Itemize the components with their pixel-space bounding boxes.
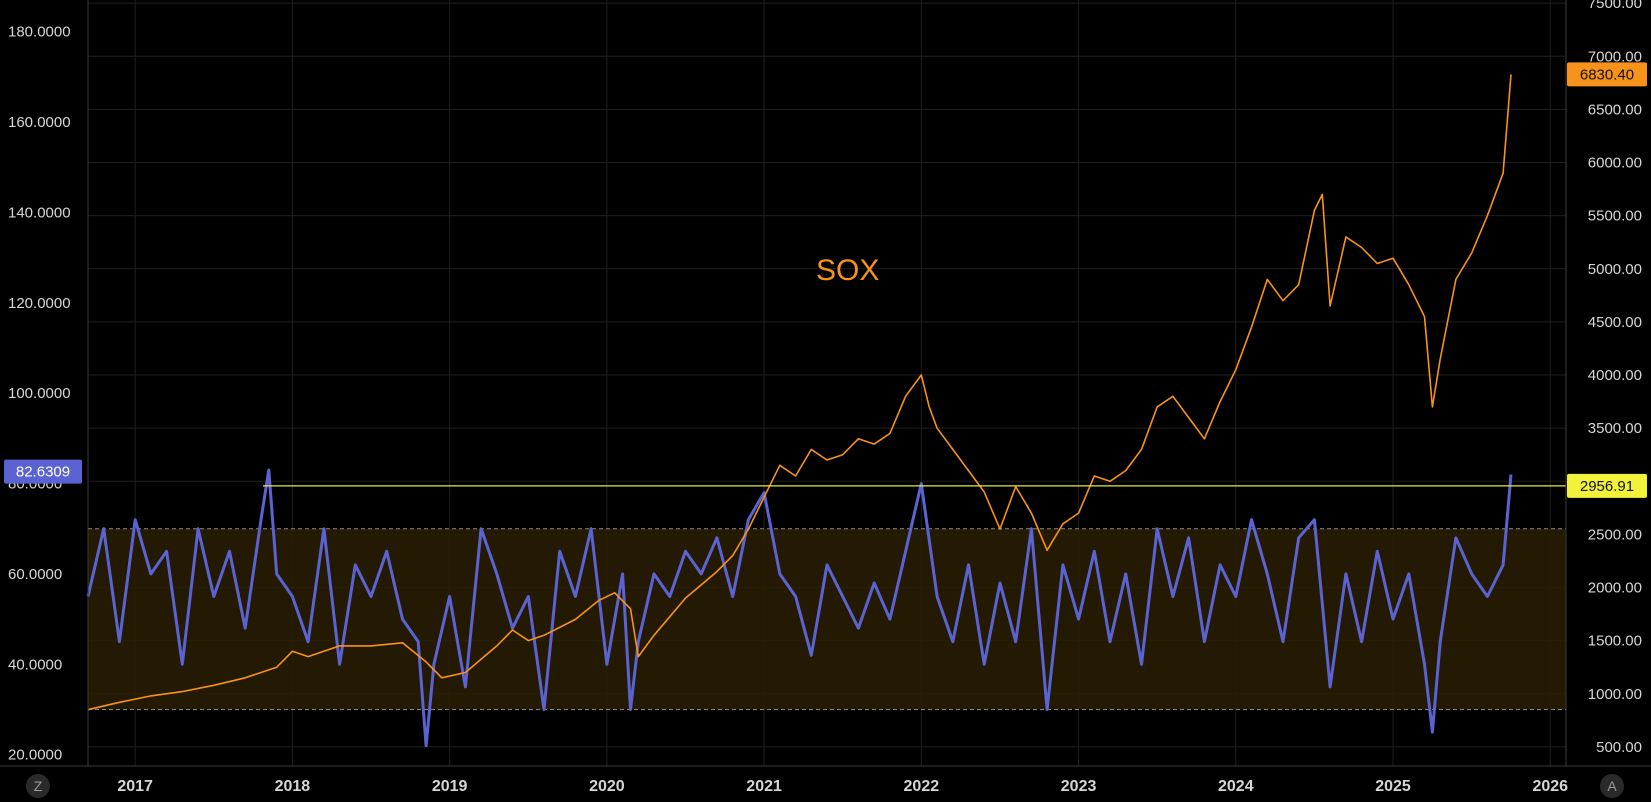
- x-tick-label: 2019: [432, 778, 468, 795]
- reference-value-badge: [1567, 473, 1647, 498]
- x-tick-label: 2022: [904, 778, 940, 795]
- x-tick-label: 2024: [1218, 778, 1254, 795]
- a-button-label[interactable]: A: [1607, 778, 1617, 794]
- left-tick-label: 140.0000: [8, 204, 71, 221]
- z-button-label[interactable]: Z: [34, 778, 43, 794]
- left-tick-label: 60.0000: [8, 566, 62, 583]
- right-tick-label: 1500.00: [1588, 633, 1642, 650]
- left-value-badge: [4, 459, 82, 484]
- left-tick-label: 20.0000: [8, 747, 62, 764]
- price-value-badge: [1567, 62, 1647, 87]
- x-tick-label: 2020: [589, 778, 625, 795]
- x-tick-label: 2017: [117, 778, 153, 795]
- right-tick-label: 5000.00: [1588, 261, 1642, 278]
- left-tick-label: 180.0000: [8, 24, 71, 41]
- price-value-badge-text: 6830.40: [1580, 66, 1634, 83]
- left-value-badge-text: 82.6309: [16, 464, 70, 481]
- left-tick-label: 100.0000: [8, 385, 71, 402]
- a-button[interactable]: A: [1600, 774, 1624, 798]
- right-tick-label: 2000.00: [1588, 580, 1642, 597]
- left-tick-label: 160.0000: [8, 114, 71, 131]
- left-tick-label: 40.0000: [8, 656, 62, 673]
- x-tick-label: 2025: [1375, 778, 1411, 795]
- series-layer: [86, 74, 1513, 748]
- right-tick-label: 7500.00: [1588, 0, 1642, 12]
- labels-layer: 180.0000 160.0000 140.0000 120.0000 100.0000…: [4, 0, 1647, 798]
- series-label-sox: SOX: [816, 254, 879, 287]
- right-tick-label: 7000.00: [1588, 48, 1642, 65]
- right-tick-label: 6500.00: [1588, 101, 1642, 118]
- right-tick-label: 4500.00: [1588, 314, 1642, 331]
- a-button-bg[interactable]: [1600, 774, 1624, 798]
- right-tick-label: 2500.00: [1588, 526, 1642, 543]
- oscillator-line: [86, 468, 1513, 748]
- x-tick-label: 2021: [746, 778, 782, 795]
- right-tick-label: 5500.00: [1588, 208, 1642, 225]
- right-tick-label: 6000.00: [1588, 155, 1642, 172]
- x-tick-label: 2018: [275, 778, 311, 795]
- x-tick-label: 2026: [1532, 778, 1568, 795]
- right-tick-label: 500.00: [1596, 739, 1642, 756]
- band-fill: [88, 528, 1566, 710]
- z-button[interactable]: Z: [26, 774, 50, 798]
- right-tick-label: 1000.00: [1588, 686, 1642, 703]
- right-tick-label: 4000.00: [1588, 367, 1642, 384]
- axes: [0, 0, 1651, 767]
- reference-value-badge-text: 2956.91: [1580, 478, 1634, 495]
- sox-price-line: [87, 74, 1512, 711]
- right-tick-label: 3500.00: [1588, 420, 1642, 437]
- oscillator-band: [88, 528, 1566, 711]
- x-tick-label: 2023: [1061, 778, 1097, 795]
- z-button-bg[interactable]: [26, 774, 50, 798]
- left-tick-label: 120.0000: [8, 295, 71, 312]
